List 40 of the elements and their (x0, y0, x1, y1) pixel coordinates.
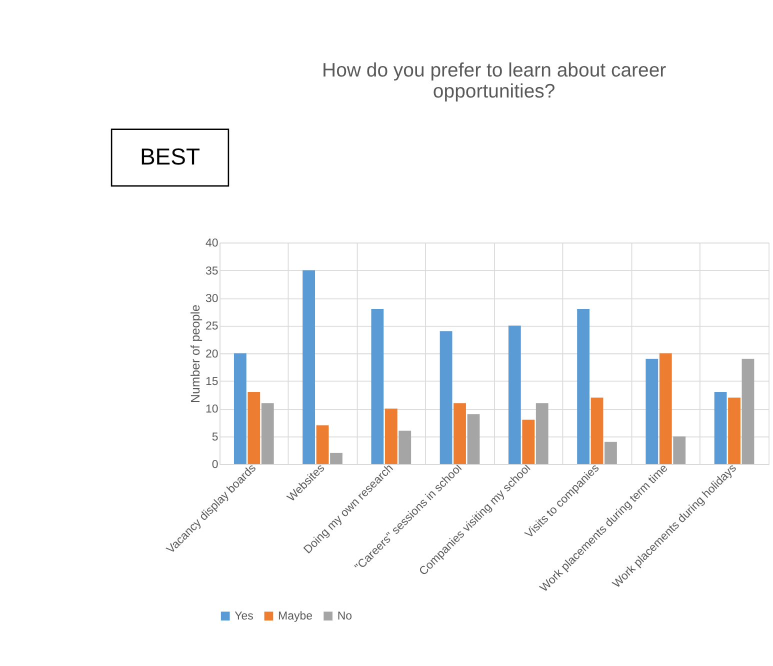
y-tick-label: 15 (205, 376, 218, 388)
bar (742, 358, 754, 464)
bar (330, 452, 342, 464)
y-tick-label: 10 (205, 404, 218, 416)
y-axis-title: Number of people (188, 304, 202, 403)
text: BEST (140, 144, 200, 170)
legend-label: No (337, 610, 352, 623)
bar (673, 436, 686, 464)
bar (454, 403, 466, 464)
bar (604, 442, 617, 464)
bar (508, 326, 521, 464)
bar (646, 358, 658, 464)
legend-label: Yes (234, 610, 254, 623)
legend-label: Maybe (278, 610, 313, 623)
bar (371, 309, 384, 464)
bar (728, 398, 740, 464)
bar (261, 403, 274, 464)
y-tick-label: 40 (205, 238, 218, 250)
bar (234, 353, 246, 464)
bar (590, 398, 604, 464)
y-tick-label: 0 (212, 458, 218, 471)
y-tick-label: 5 (212, 431, 218, 444)
bar (577, 309, 590, 464)
bar (467, 414, 480, 464)
bar (248, 392, 260, 464)
bar (384, 408, 398, 464)
bar (440, 331, 452, 464)
bar (316, 425, 329, 464)
y-tick-label: 20 (205, 348, 218, 360)
bar (522, 420, 535, 464)
text: How do you prefer to learn about career (322, 59, 666, 82)
bar (536, 403, 548, 464)
bar (659, 353, 672, 464)
bar (302, 270, 315, 464)
y-tick-label: 25 (205, 320, 218, 333)
bar (398, 430, 412, 464)
text: opportunities? (432, 80, 556, 103)
bar (714, 392, 727, 464)
y-tick-label: 30 (205, 292, 218, 305)
y-tick-label: 35 (205, 265, 218, 278)
